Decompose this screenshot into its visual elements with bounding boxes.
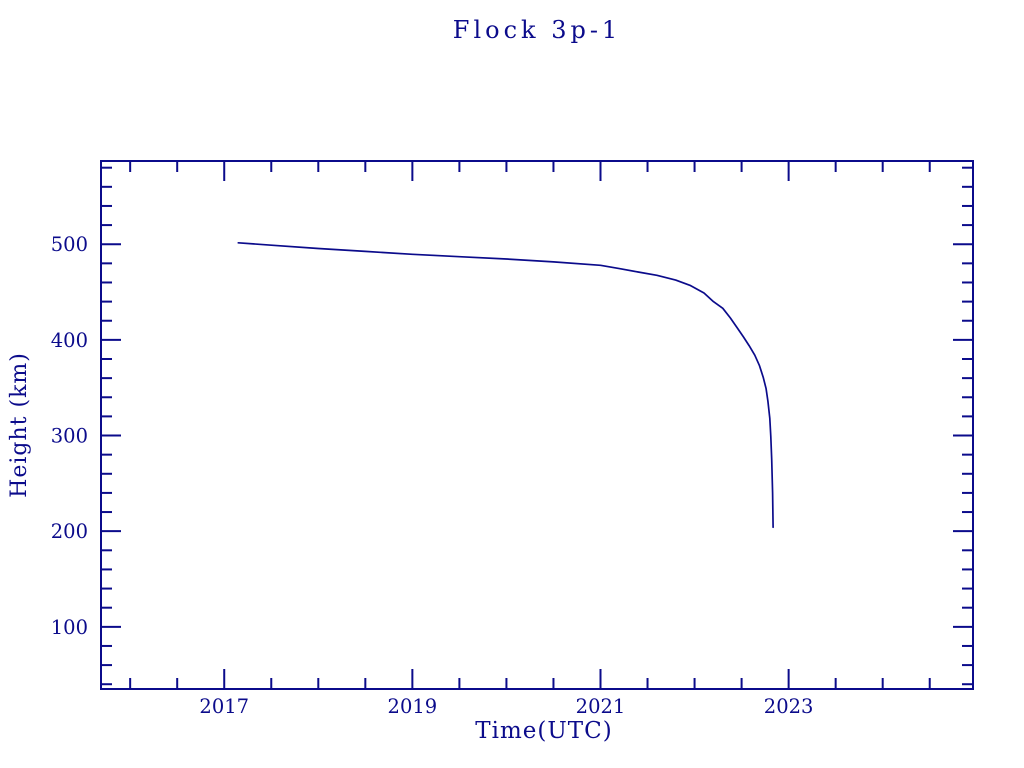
chart-title: Flock 3p-1 — [452, 16, 622, 44]
axis-box — [100, 160, 974, 690]
y-tick-label: 100 — [51, 616, 88, 639]
y-axis-label: Height (km) — [7, 352, 32, 498]
height-curve — [237, 241, 774, 529]
y-tick-label: 500 — [51, 233, 88, 256]
x-axis-label: Time(UTC) — [475, 718, 613, 744]
x-tick-label: 2019 — [388, 695, 438, 718]
y-tick-label: 300 — [51, 425, 88, 448]
y-tick-label: 200 — [51, 520, 88, 543]
y-tick-label: 400 — [51, 329, 88, 352]
x-tick-label: 2021 — [576, 695, 626, 718]
x-tick-label: 2017 — [199, 695, 249, 718]
x-tick-label: 2023 — [764, 695, 814, 718]
